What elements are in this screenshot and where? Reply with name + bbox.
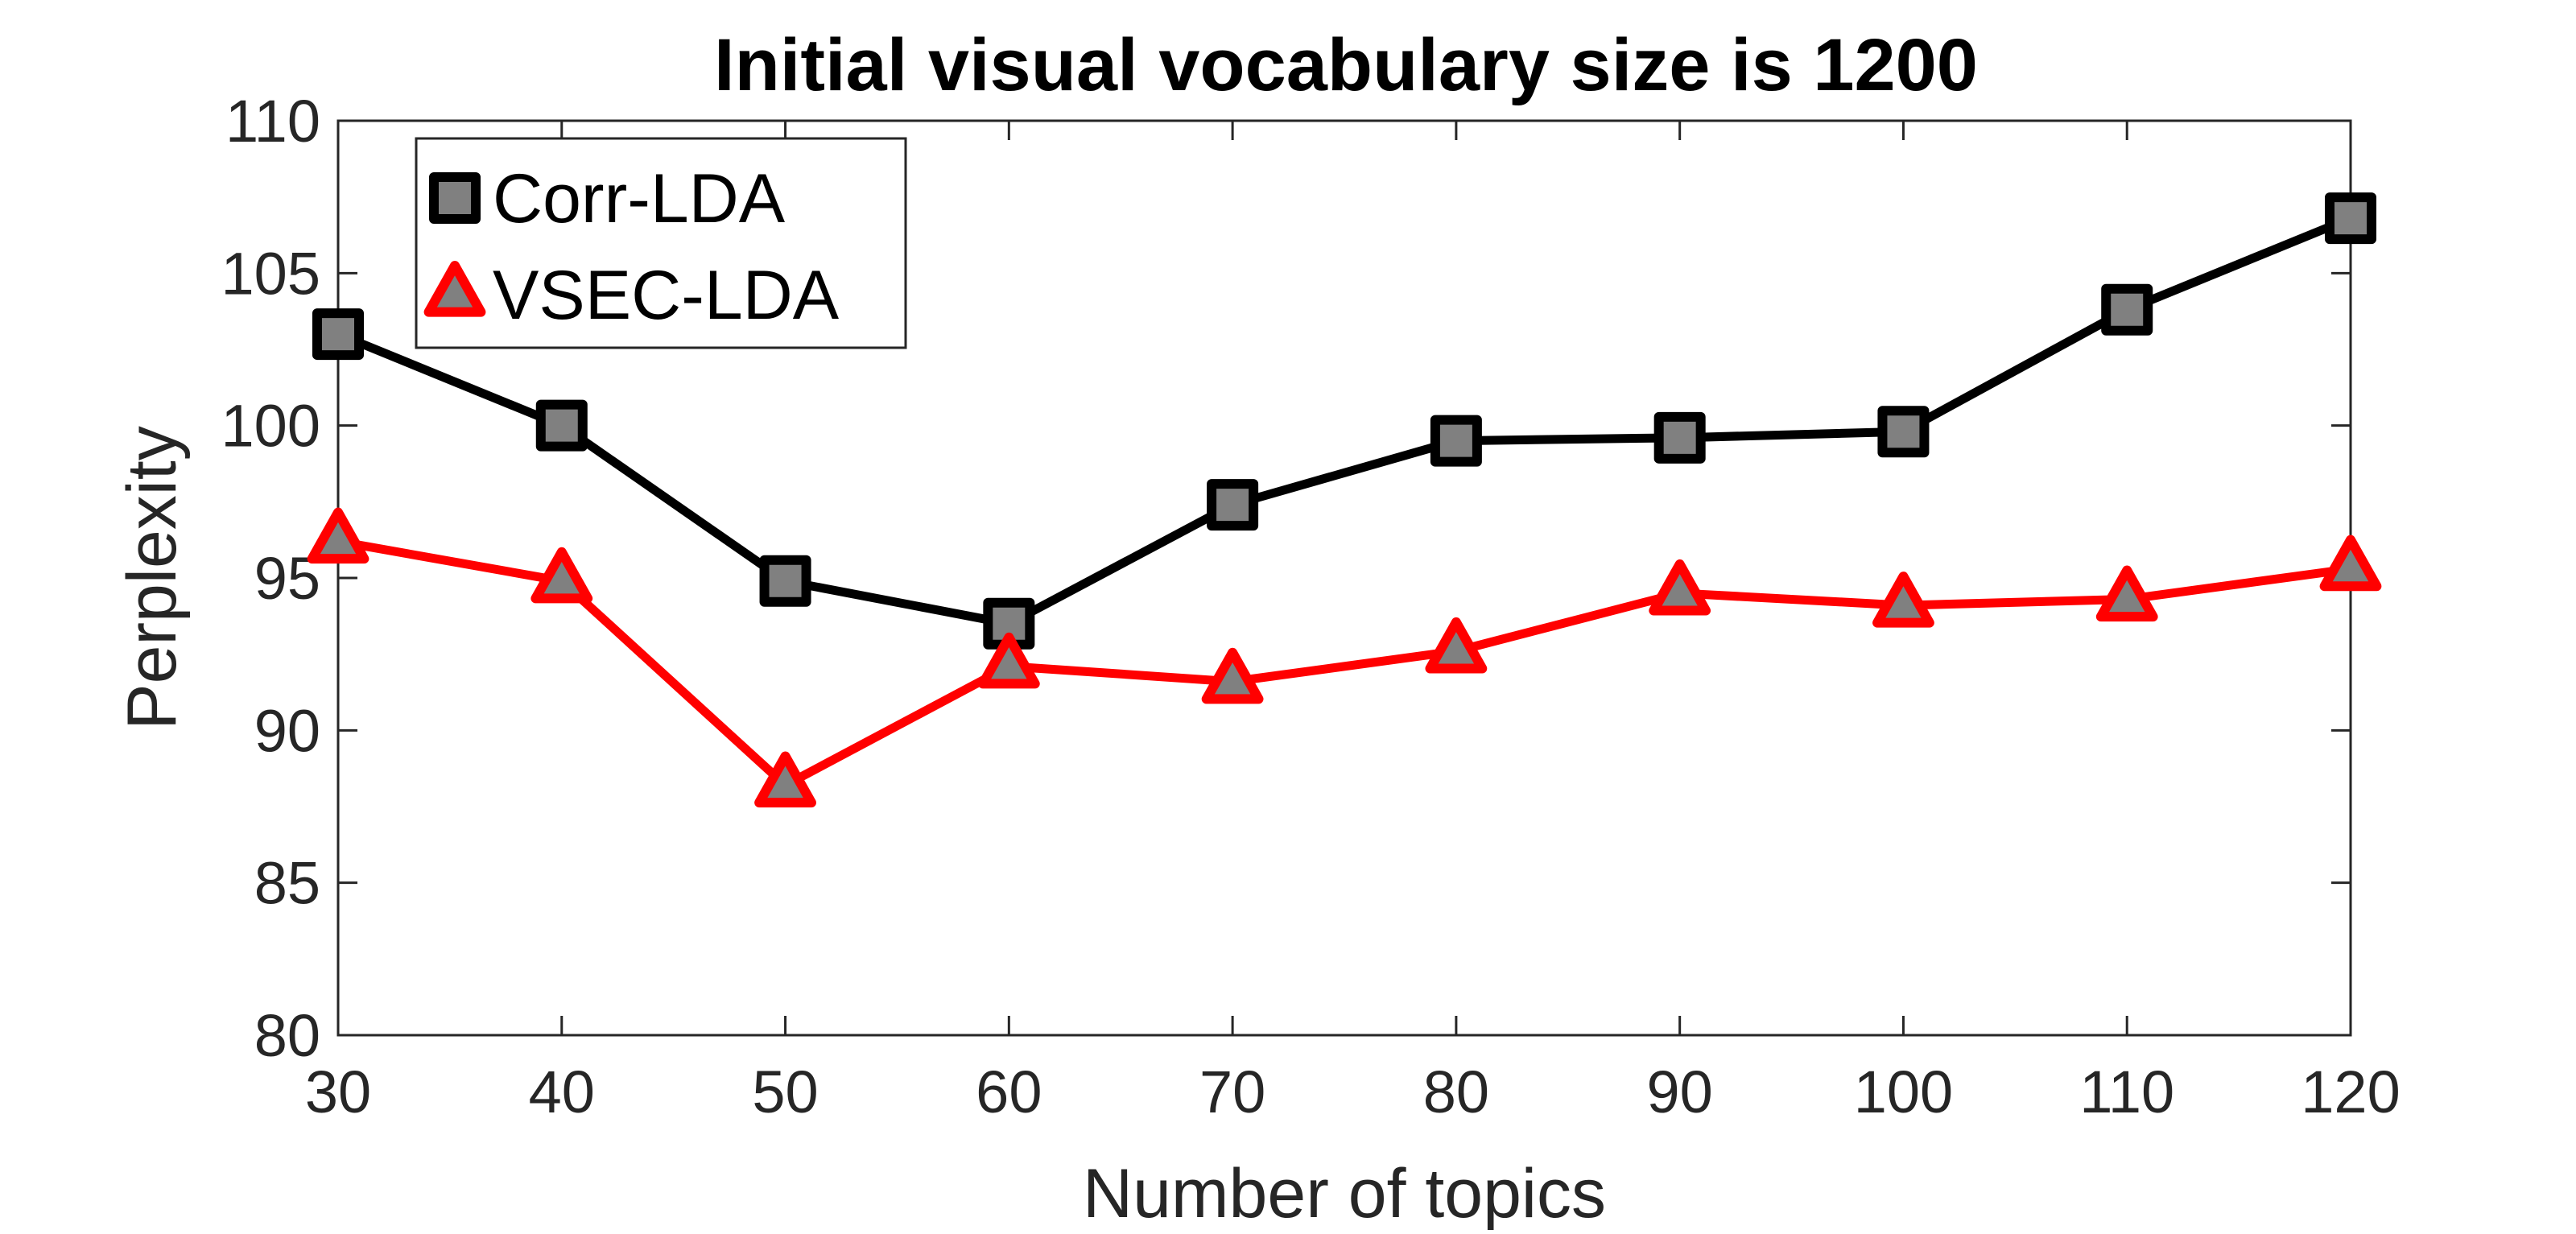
series-line [333, 537, 2355, 790]
data-point [2095, 565, 2158, 622]
y-tick-label: 85 [254, 850, 320, 917]
data-point [1201, 647, 1264, 704]
x-tick-label: 70 [1199, 1059, 1265, 1125]
x-tick-label: 50 [752, 1059, 818, 1125]
chart-title: Initial visual vocabulary size is 1200 [714, 24, 1978, 106]
data-point [2101, 283, 2153, 336]
x-tick-label: 80 [1423, 1059, 1489, 1125]
series-layer [307, 192, 2382, 808]
y-tick-label: 105 [221, 240, 320, 307]
y-axis-label: Perplexity [114, 426, 191, 730]
legend: Corr-LDA VSEC-LDA [415, 137, 907, 349]
legend-item: Corr-LDA [429, 160, 786, 237]
y-tick-label: 110 [225, 88, 320, 155]
x-tick-label: 40 [529, 1059, 595, 1125]
data-point [530, 547, 593, 604]
data-point [1877, 406, 1930, 458]
data-point [1872, 572, 1934, 628]
legend-label: Corr-LDA [493, 160, 786, 237]
data-point [535, 399, 588, 452]
y-tick-label: 90 [254, 697, 320, 764]
data-point [2325, 192, 2376, 245]
x-tick-label: 30 [305, 1059, 371, 1125]
series-vsec-lda [307, 507, 2382, 808]
x-tick-label: 60 [976, 1059, 1042, 1125]
y-tick-label: 80 [254, 1002, 320, 1069]
data-point [312, 308, 364, 361]
x-tick-label: 100 [1854, 1059, 1953, 1125]
legend-marker-icon [429, 172, 481, 224]
legend-marker-icon [423, 261, 486, 317]
x-axis-label: Number of topics [1083, 1155, 1606, 1230]
legend-label: VSEC-LDA [493, 257, 840, 334]
data-point [754, 751, 816, 808]
legend-box [415, 137, 907, 349]
y-tick-label: 100 [221, 393, 320, 460]
legend-items: Corr-LDA VSEC-LDA [423, 160, 840, 334]
data-point [759, 555, 811, 607]
x-axis-ticks: 30 40 50 60 70 80 90 100 110 120 [305, 121, 2401, 1125]
data-point [2319, 534, 2382, 592]
data-point [1207, 479, 1259, 531]
data-point [1649, 559, 1711, 616]
x-tick-label: 110 [2079, 1059, 2174, 1125]
data-point [307, 507, 369, 564]
data-point [1430, 415, 1482, 467]
x-tick-label: 90 [1647, 1059, 1713, 1125]
x-tick-label: 120 [2301, 1059, 2400, 1125]
series-line [333, 213, 2355, 629]
data-point [1425, 617, 1488, 674]
data-point [977, 632, 1040, 689]
legend-item: VSEC-LDA [423, 257, 840, 334]
data-point [1653, 411, 1706, 464]
series-corr-lda [312, 192, 2376, 650]
